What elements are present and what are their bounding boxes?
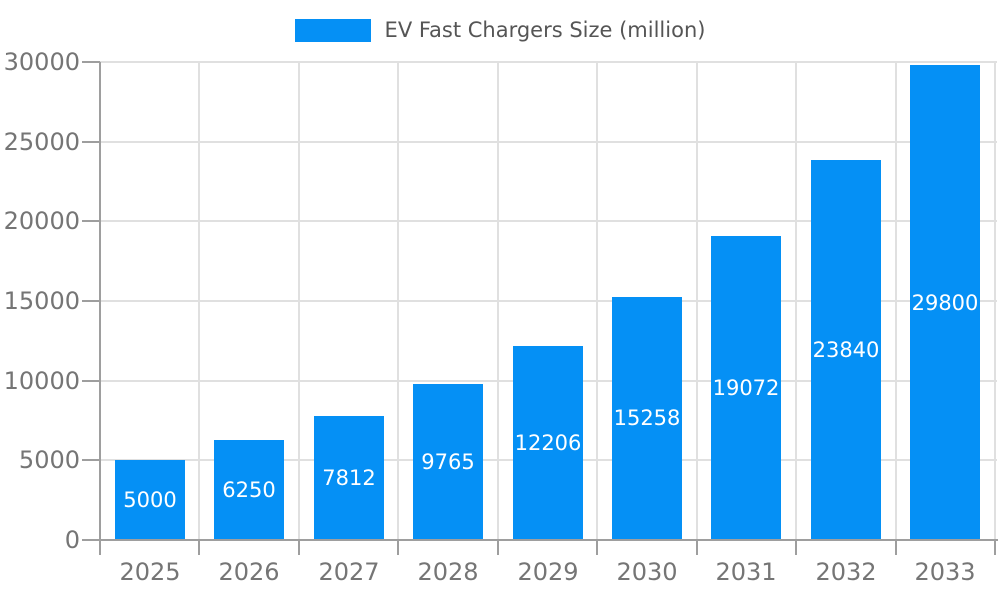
y-tick-label: 25000 <box>3 128 80 156</box>
x-tick-label: 2025 <box>119 558 181 586</box>
y-tick-mark <box>82 459 100 461</box>
x-tick-label: 2029 <box>517 558 579 586</box>
bar-value-label: 23840 <box>812 338 880 362</box>
gridline-vertical <box>596 62 598 540</box>
y-tick-label: 20000 <box>3 207 80 235</box>
y-tick-mark <box>82 61 100 63</box>
x-tick-mark <box>198 540 200 555</box>
x-axis-line <box>99 539 998 541</box>
x-tick-mark <box>596 540 598 555</box>
y-tick-label: 30000 <box>3 48 80 76</box>
bar-2031[interactable] <box>711 236 781 540</box>
y-tick-label: 15000 <box>3 287 80 315</box>
gridline-vertical <box>198 62 200 540</box>
legend-label: EV Fast Chargers Size (million) <box>384 18 706 42</box>
bar-value-label: 15258 <box>613 406 681 430</box>
gridline-horizontal <box>100 300 997 302</box>
x-tick-label: 2028 <box>417 558 479 586</box>
bar-2027[interactable] <box>314 416 384 540</box>
bar-2025[interactable] <box>115 460 185 540</box>
x-tick-mark <box>397 540 399 555</box>
gridline-vertical <box>696 62 698 540</box>
gridline-horizontal <box>100 220 997 222</box>
x-tick-mark <box>895 540 897 555</box>
y-axis-line <box>99 62 101 540</box>
x-tick-mark <box>696 540 698 555</box>
gridline-horizontal <box>100 141 997 143</box>
x-tick-label: 2030 <box>616 558 678 586</box>
y-tick-label: 10000 <box>3 367 80 395</box>
gridline-vertical <box>497 62 499 540</box>
x-tick-label: 2027 <box>318 558 380 586</box>
x-tick-mark <box>99 540 101 555</box>
gridline-vertical <box>397 62 399 540</box>
x-tick-label: 2031 <box>715 558 777 586</box>
gridline-vertical <box>795 62 797 540</box>
bar-2032[interactable] <box>811 160 881 540</box>
gridline-horizontal <box>100 61 997 63</box>
y-tick-mark <box>82 539 100 541</box>
y-tick-mark <box>82 380 100 382</box>
x-tick-label: 2026 <box>218 558 280 586</box>
bar-value-label: 6250 <box>222 478 276 502</box>
gridline-vertical <box>298 62 300 540</box>
y-tick-label: 5000 <box>18 446 80 474</box>
bar-2029[interactable] <box>513 346 583 540</box>
bar-value-label: 9765 <box>421 450 475 474</box>
x-tick-mark <box>994 540 996 555</box>
y-tick-label: 0 <box>64 526 80 554</box>
bar-value-label: 7812 <box>322 466 376 490</box>
x-tick-mark <box>795 540 797 555</box>
x-tick-mark <box>298 540 300 555</box>
x-tick-mark <box>497 540 499 555</box>
y-tick-mark <box>82 141 100 143</box>
legend-swatch-icon <box>294 18 371 42</box>
gridline-vertical <box>895 62 897 540</box>
bar-value-label: 5000 <box>123 488 177 512</box>
bar-2030[interactable] <box>612 297 682 540</box>
x-tick-label: 2033 <box>914 558 976 586</box>
gridline-vertical <box>994 62 996 540</box>
bar-value-label: 12206 <box>514 431 582 455</box>
x-tick-label: 2032 <box>815 558 877 586</box>
bar-value-label: 19072 <box>712 376 780 400</box>
bar-2026[interactable] <box>214 440 284 540</box>
y-tick-mark <box>82 300 100 302</box>
bar-value-label: 29800 <box>911 291 979 315</box>
legend-item[interactable]: EV Fast Chargers Size (million) <box>294 18 706 42</box>
bar-2033[interactable] <box>910 65 980 540</box>
legend: EV Fast Chargers Size (million) <box>0 18 1000 42</box>
bar-2028[interactable] <box>413 384 483 540</box>
y-tick-mark <box>82 220 100 222</box>
